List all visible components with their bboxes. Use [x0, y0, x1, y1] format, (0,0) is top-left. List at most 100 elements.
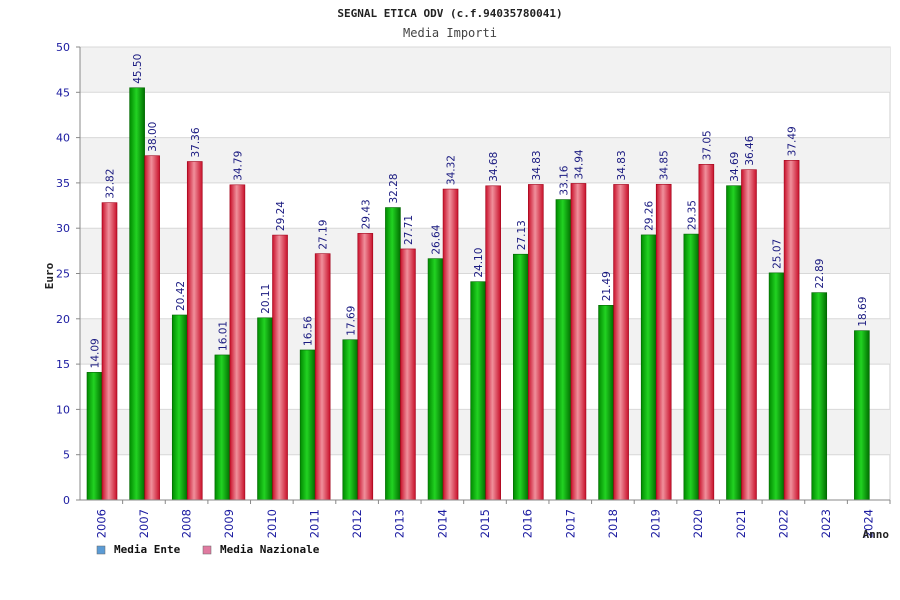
data-label: 27.13 — [516, 220, 528, 250]
data-label: 21.49 — [601, 271, 613, 301]
data-label: 32.82 — [105, 169, 117, 199]
bar — [314, 253, 331, 501]
legend: Media Ente Media Nazionale — [96, 543, 320, 556]
chart-subtitle: Media Importi — [403, 26, 497, 40]
data-label: 29.24 — [275, 201, 287, 231]
bar — [442, 188, 459, 501]
data-label: 34.69 — [729, 152, 741, 182]
bar — [698, 164, 715, 501]
bar — [101, 202, 118, 501]
plot-band — [80, 47, 890, 93]
data-label: 34.68 — [488, 152, 500, 182]
y-tick-label: 15 — [56, 358, 70, 371]
bar — [528, 184, 544, 501]
bar — [129, 87, 145, 501]
legend-swatch-media-nazionale — [202, 545, 212, 555]
x-tick-label: 2009 — [222, 509, 236, 538]
data-label: 34.83 — [616, 150, 628, 180]
data-label: 14.09 — [90, 338, 102, 368]
y-tick-label: 40 — [56, 132, 70, 145]
data-label: 33.16 — [558, 165, 570, 195]
data-label: 37.05 — [701, 130, 713, 160]
y-axis-label: Euro — [43, 262, 56, 289]
y-tick-label: 5 — [63, 449, 70, 462]
data-label: 20.11 — [260, 284, 272, 314]
x-tick-label: 2014 — [435, 509, 449, 538]
x-tick-label: 2011 — [307, 509, 321, 538]
data-label: 29.26 — [644, 201, 656, 231]
bar — [555, 199, 572, 501]
y-tick-label: 30 — [56, 222, 70, 235]
bar — [640, 234, 657, 501]
bar — [385, 207, 401, 501]
bar — [683, 233, 700, 501]
data-label: 37.36 — [190, 127, 202, 157]
data-label: 32.28 — [388, 173, 400, 203]
bar — [768, 272, 785, 501]
bar — [229, 184, 246, 501]
x-tick-label: 2015 — [478, 509, 492, 538]
data-label: 22.89 — [814, 259, 826, 289]
bar — [357, 233, 374, 501]
bar — [400, 248, 416, 501]
bar — [427, 258, 444, 501]
x-tick-label: 2017 — [563, 509, 577, 538]
x-tick-label: 2022 — [776, 509, 790, 538]
y-tick-label: 10 — [56, 403, 70, 416]
data-label: 34.79 — [232, 151, 244, 181]
data-label: 45.50 — [132, 54, 144, 84]
y-tick-label: 25 — [56, 268, 70, 281]
bar — [811, 292, 828, 501]
data-label: 34.94 — [573, 149, 585, 179]
x-axis-label: Anno — [863, 528, 890, 541]
bar — [299, 349, 316, 501]
legend-label-media-ente: Media Ente — [114, 543, 181, 556]
data-label: 36.46 — [744, 135, 756, 165]
bar — [272, 234, 288, 501]
data-label: 20.42 — [175, 281, 187, 311]
data-label: 34.83 — [531, 150, 543, 180]
bar — [257, 317, 273, 501]
bar — [655, 183, 672, 501]
x-tick-label: 2024 — [862, 509, 876, 538]
bar — [342, 339, 359, 501]
bar — [570, 183, 587, 501]
bar — [186, 161, 203, 501]
x-tick-label: 2018 — [606, 509, 620, 538]
data-label: 34.85 — [659, 150, 671, 180]
data-label: 16.01 — [217, 321, 229, 351]
bar — [726, 185, 742, 501]
x-tick-label: 2023 — [819, 509, 833, 538]
data-label: 25.07 — [772, 239, 784, 269]
bar — [598, 305, 614, 501]
y-tick-label: 45 — [56, 86, 70, 99]
y-tick-label: 35 — [56, 177, 70, 190]
data-label: 24.10 — [473, 248, 485, 278]
data-label: 38.00 — [147, 122, 159, 152]
x-tick-label: 2008 — [180, 509, 194, 538]
bar — [741, 169, 757, 501]
legend-label-media-nazionale: Media Nazionale — [220, 543, 320, 556]
data-label: 18.69 — [857, 297, 869, 327]
data-label: 27.71 — [403, 215, 415, 245]
x-tick-label: 2016 — [521, 509, 535, 538]
bar — [513, 253, 529, 501]
x-tick-label: 2006 — [94, 509, 108, 538]
bar — [144, 155, 160, 501]
data-label: 27.19 — [318, 220, 330, 250]
x-tick-label: 2020 — [691, 509, 705, 538]
data-label: 34.32 — [446, 155, 458, 185]
x-tick-label: 2007 — [137, 509, 151, 538]
x-tick-label: 2010 — [265, 509, 279, 538]
bar — [171, 314, 188, 501]
axes-group: 0 5 10 15 20 25 30 35 40 45 50 2006 2007 2008 2009 2010… — [56, 41, 891, 538]
bar — [86, 372, 103, 501]
y-tick-label: 50 — [56, 41, 70, 54]
bar — [470, 281, 486, 501]
x-tick-label: 2013 — [393, 509, 407, 538]
data-label: 17.69 — [345, 306, 357, 336]
x-tick-label: 2021 — [734, 509, 748, 538]
x-tick-label: 2012 — [350, 509, 364, 538]
data-label: 26.64 — [431, 224, 443, 254]
